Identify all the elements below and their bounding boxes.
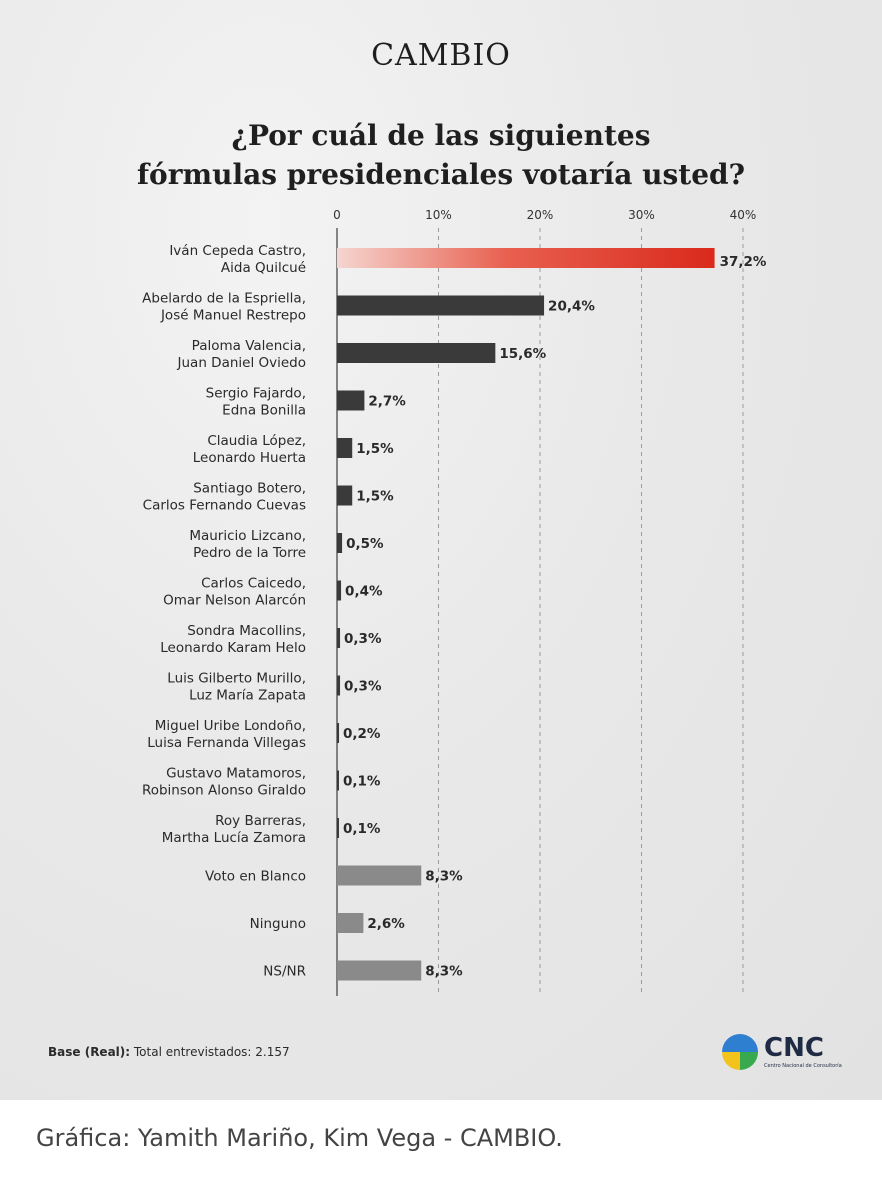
category-label-line: Omar Nelson Alarcón [163,593,306,609]
base-text: Total entrevistados: 2.157 [133,1045,290,1059]
cnc-logo-text: CNC [764,1033,824,1063]
value-label: 0,5% [346,536,384,552]
bar [337,723,340,743]
x-tick-label: 30% [628,208,655,222]
category-label-line: Gustavo Matamoros, [166,766,306,782]
bar [337,628,341,648]
category-label-line: Juan Daniel Oviedo [177,355,306,371]
bar [337,248,715,268]
bar [337,675,341,696]
category-label: Carlos Caicedo, Omar Nelson Alarcón [163,576,306,609]
category-label: Miguel Uribe Londoño, Luisa Fernanda Vill… [147,718,306,751]
category-label-line: Leonardo Huerta [193,450,306,466]
category-label-line: Edna Bonilla [222,403,306,419]
category-label-line: Luz María Zapata [189,688,306,704]
category-label-line: Iván Cepeda Castro, [169,243,306,259]
category-label-line: Roy Barreras, [215,813,306,829]
chart-title: ¿Por cuál de las siguientes fórmulas pre… [60,116,822,194]
value-label: 15,6% [499,346,546,362]
category-label-line: Abelardo de la Espriella, [142,291,306,307]
bar [337,295,545,316]
bar [337,865,422,886]
category-label: Sergio Fajardo, Edna Bonilla [206,386,306,419]
value-label: 0,1% [343,774,381,790]
chart-title-line-2: fórmulas presidenciales votaría usted? [137,158,745,191]
x-tick-label: 10% [425,208,452,222]
infographic-panel: CAMBIO ¿Por cuál de las siguientes fórmu… [0,0,882,1100]
category-labels: Iván Cepeda Castro, Aida Quilcué Abelardo … [142,243,306,980]
bar [337,438,353,458]
value-label: 0,3% [344,679,382,695]
category-label-line: Carlos Caicedo, [201,576,306,592]
bar [337,390,365,411]
category-label: Ninguno [250,916,306,932]
category-label: Mauricio Lizcano, Pedro de la Torre [189,528,306,561]
category-label: NS/NR [263,964,306,980]
category-label-line: Claudia López, [207,433,306,449]
category-label-line: Robinson Alonso Giraldo [142,783,306,799]
sample-base-note: Base (Real): Total entrevistados: 2.157 [48,1045,290,1059]
category-label-line: José Manuel Restrepo [160,308,306,324]
value-labels: 37,2% 20,4% 15,6% 2,7% 1,5% 1,5% 0,5% 0,4% 0,3% 0… [343,254,767,980]
brand-logo-text: CAMBIO [371,38,511,73]
category-label-line: Martha Lucía Zamora [162,830,306,846]
x-axis-ticks: 0 10% 20% 30% 40% [333,208,756,222]
category-label-line: Carlos Fernando Cuevas [143,498,306,514]
category-label-line: Luisa Fernanda Villegas [147,735,306,751]
category-label: Santiago Botero, Carlos Fernando Cuevas [143,481,306,514]
category-label: Roy Barreras, Martha Lucía Zamora [162,813,306,846]
value-label: 8,3% [425,869,463,885]
cnc-logo-subtitle: Centro Nacional de Consultoría [764,1063,842,1069]
value-label: 0,1% [343,821,381,837]
value-label: 37,2% [720,254,767,270]
bar [337,960,422,981]
base-label: Base (Real): [48,1045,131,1059]
x-tick-label: 40% [730,208,757,222]
bar [337,580,342,601]
category-label: Claudia López, Leonardo Huerta [193,433,306,466]
category-label-line: Santiago Botero, [193,481,306,497]
value-label: 2,7% [368,394,406,410]
bar [337,818,339,838]
graphic-credit: Gráfica: Yamith Mariño, Kim Vega - CAMBI… [36,1124,563,1152]
category-label: Paloma Valencia, Juan Daniel Oviedo [177,338,306,371]
bar-chart: 0 10% 20% 30% 40% Iván Cepeda Castro, Aida Qu… [142,208,767,996]
value-label: 20,4% [548,299,595,315]
category-label-line: Sondra Macollins, [187,623,306,639]
value-label: 0,3% [344,631,382,647]
bar [337,770,339,791]
cnc-logo-icon [722,1034,758,1070]
value-label: 0,2% [343,726,381,742]
bar [337,343,496,363]
category-label-line: Pedro de la Torre [193,545,306,561]
value-label: 0,4% [345,584,383,600]
bars [337,248,715,981]
category-label-line: Luis Gilberto Murillo, [167,671,306,687]
category-label-line: Leonardo Karam Helo [160,640,306,656]
category-label-line: Miguel Uribe Londoño, [155,718,306,734]
category-label: Luis Gilberto Murillo, Luz María Zapata [167,671,306,704]
category-label-line: Sergio Fajardo, [206,386,306,402]
category-label-line: Aida Quilcué [221,260,306,276]
x-tick-label: 0 [333,208,341,222]
category-label-line: Paloma Valencia, [192,338,306,354]
value-label: 8,3% [425,964,463,980]
x-tick-label: 20% [527,208,554,222]
value-label: 2,6% [367,916,405,932]
bar [337,913,364,933]
category-label-line: Mauricio Lizcano, [189,528,306,544]
chart-title-line-1: ¿Por cuál de las siguientes [231,119,651,152]
category-label: Iván Cepeda Castro, Aida Quilcué [169,243,306,276]
value-label: 1,5% [356,489,394,505]
cnc-logo: CNC Centro Nacional de Consultoría [718,1032,842,1072]
category-label: Sondra Macollins, Leonardo Karam Helo [160,623,306,656]
category-label: Gustavo Matamoros, Robinson Alonso Girald… [142,766,306,799]
category-label: Voto en Blanco [205,869,306,885]
bar [337,533,343,553]
value-label: 1,5% [356,441,394,457]
bar [337,485,353,506]
category-label: Abelardo de la Espriella, José Manuel Res… [142,291,306,324]
